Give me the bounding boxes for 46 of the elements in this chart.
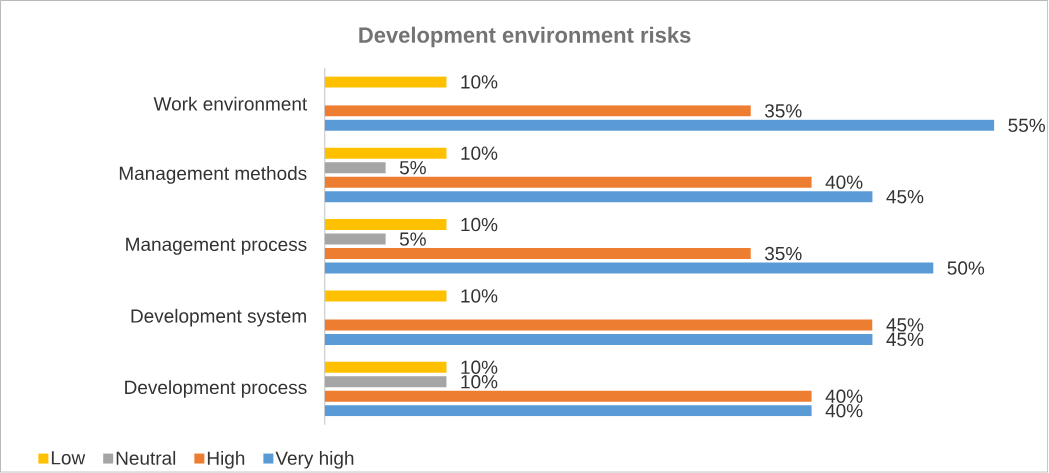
data-label: 50% bbox=[947, 261, 985, 275]
data-label: 40% bbox=[825, 175, 863, 190]
y-tick-label: Development process bbox=[125, 380, 307, 399]
data-label: 40% bbox=[825, 404, 863, 418]
bar bbox=[324, 176, 812, 188]
data-label: 45% bbox=[886, 318, 924, 332]
y-tick-label: Management methods bbox=[119, 166, 307, 184]
data-label: 10% bbox=[461, 75, 498, 89]
bar bbox=[324, 361, 447, 373]
bar bbox=[324, 147, 447, 159]
bar bbox=[324, 319, 873, 331]
bar bbox=[324, 105, 751, 117]
bar bbox=[324, 290, 447, 302]
bar bbox=[324, 120, 995, 132]
data-label: 45% bbox=[886, 332, 924, 347]
y-tick-label: Management process bbox=[126, 238, 307, 255]
bar bbox=[324, 248, 751, 260]
bar bbox=[324, 390, 812, 402]
bar bbox=[324, 233, 386, 245]
data-label: 10% bbox=[461, 289, 498, 303]
bar bbox=[324, 162, 386, 174]
bar bbox=[324, 219, 447, 231]
data-label: 5% bbox=[399, 161, 426, 175]
data-label: 10% bbox=[461, 218, 498, 232]
legend-label: Neutral bbox=[116, 451, 176, 466]
data-label: 10% bbox=[461, 375, 498, 389]
legend-label: Low bbox=[51, 451, 86, 465]
y-tick-label: Work environment bbox=[153, 96, 308, 111]
bar bbox=[324, 76, 447, 88]
data-label: 55% bbox=[1008, 118, 1045, 133]
data-label: 5% bbox=[399, 232, 426, 246]
data-label: 10% bbox=[461, 146, 498, 161]
legend-label: Very high bbox=[275, 451, 354, 469]
y-tick-label: Development system bbox=[131, 308, 306, 327]
legend-label: High bbox=[207, 451, 245, 469]
bar bbox=[324, 262, 934, 274]
bar bbox=[324, 376, 447, 388]
data-label: 45% bbox=[886, 190, 924, 204]
data-label: 40% bbox=[825, 389, 863, 404]
data-label: 10% bbox=[461, 360, 498, 375]
chart-title: Development environment risks bbox=[359, 26, 691, 48]
bar bbox=[324, 405, 812, 417]
bar bbox=[324, 191, 873, 203]
data-label: 35% bbox=[764, 247, 802, 261]
bar bbox=[324, 334, 873, 346]
data-label: 35% bbox=[764, 104, 802, 118]
